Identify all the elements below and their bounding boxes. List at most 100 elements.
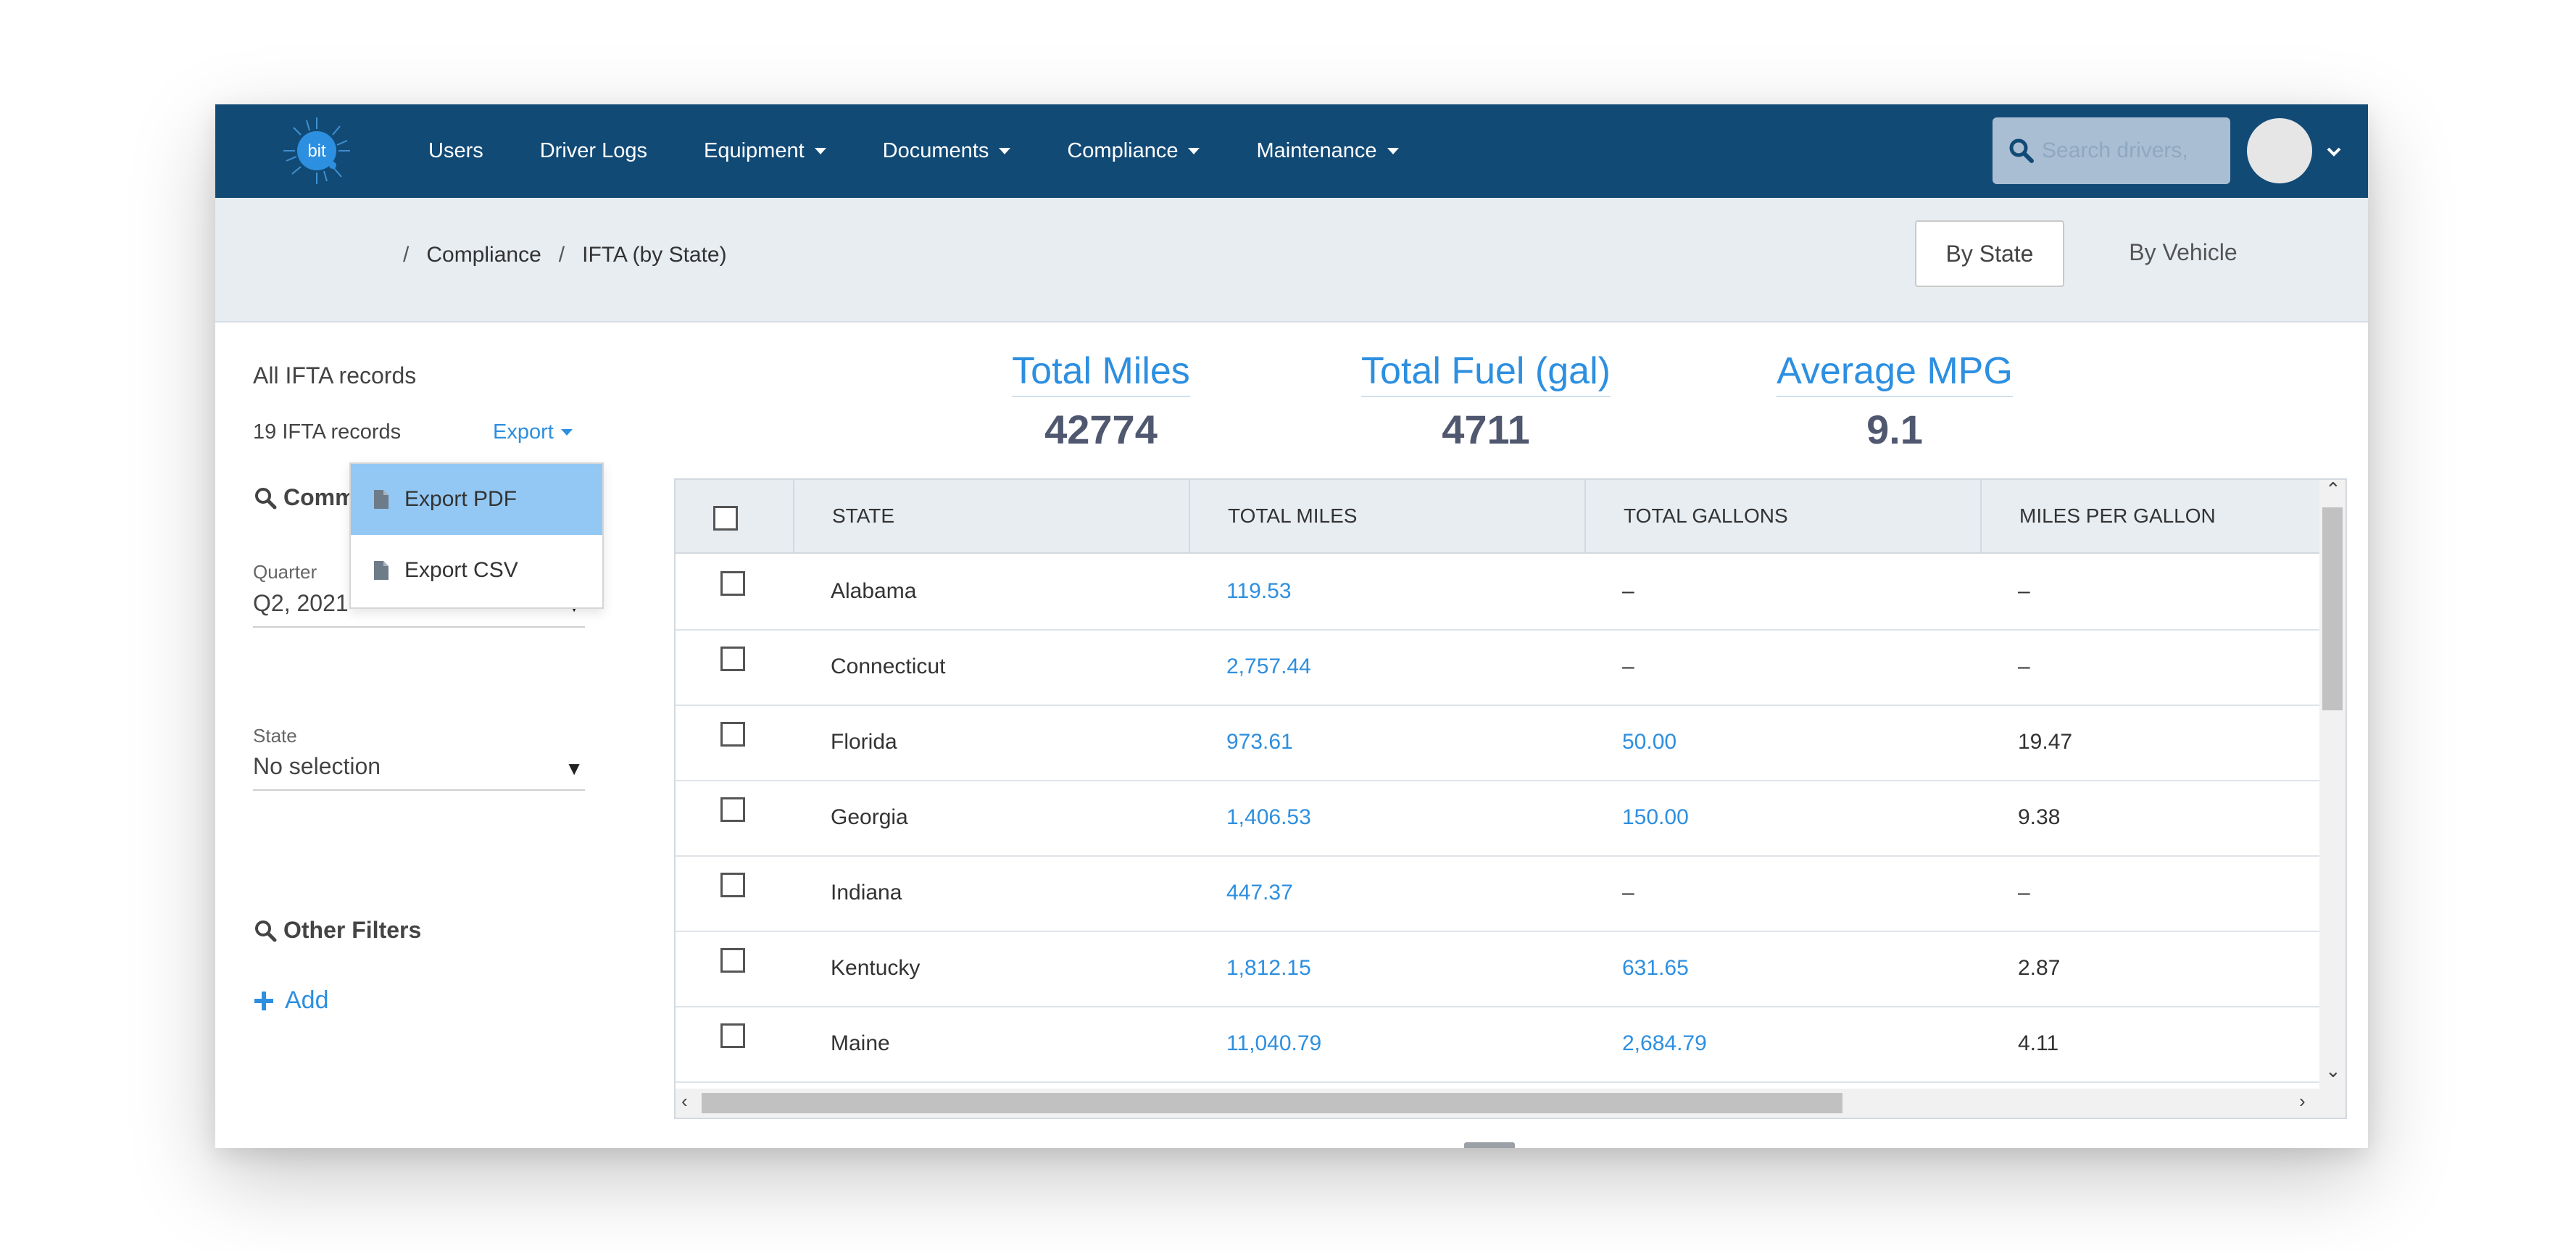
select-all-checkbox[interactable] (713, 506, 738, 531)
average-mpg-stat: Average MPG 9.1 (1771, 349, 2018, 453)
cell-state: Alabama (831, 579, 917, 603)
cell-total-miles[interactable]: 11,040.79 (1226, 1031, 1322, 1055)
resize-handle[interactable] (1464, 1142, 1515, 1148)
search-icon (2009, 138, 2034, 163)
nav-compliance[interactable]: Compliance (1067, 139, 1200, 163)
cell-total-miles[interactable]: 2,757.44 (1226, 654, 1311, 678)
nav-documents[interactable]: Documents (883, 139, 1011, 163)
search-icon (255, 487, 277, 509)
cell-total-gallons: – (1622, 579, 1634, 603)
col-header-mpg[interactable]: MILES PER GALLON (1980, 480, 2319, 552)
cell-total-gallons[interactable]: 2,684.79 (1622, 1031, 1707, 1055)
breadcrumb-compliance[interactable]: Compliance (426, 243, 541, 267)
row-checkbox[interactable] (720, 647, 745, 671)
other-filters-heading: Other Filters (253, 917, 421, 944)
total-miles-stat: Total Miles 42774 (1007, 349, 1195, 453)
cell-total-gallons[interactable]: 631.65 (1622, 956, 1689, 980)
cell-state: Connecticut (831, 654, 946, 678)
row-checkbox[interactable] (720, 948, 745, 973)
chevron-down-icon[interactable] (2326, 146, 2342, 158)
caret-down-icon (1188, 148, 1200, 154)
breadcrumb: / Compliance / IFTA (by State) (386, 243, 727, 267)
cell-total-gallons[interactable]: 150.00 (1622, 805, 1689, 829)
csv-file-icon (374, 561, 389, 580)
row-checkbox[interactable] (720, 722, 745, 747)
breadcrumb-bar: / Compliance / IFTA (by State) By State … (215, 198, 2368, 323)
cell-mpg: 2.87 (2018, 956, 2061, 980)
cell-total-miles[interactable]: 1,812.15 (1226, 956, 1311, 980)
row-checkbox[interactable] (720, 1023, 745, 1048)
cell-mpg: – (2018, 881, 2030, 905)
quarter-label: Quarter (253, 561, 317, 583)
caret-down-icon (999, 148, 1011, 154)
cell-mpg: 9.38 (2018, 805, 2061, 829)
nav-users[interactable]: Users (428, 139, 483, 162)
cell-total-miles[interactable]: 119.53 (1226, 579, 1292, 603)
caret-down-icon (1387, 148, 1399, 154)
search-input[interactable] (2040, 138, 2224, 164)
scroll-right-icon[interactable]: › (2299, 1090, 2306, 1112)
cell-state: Kentucky (831, 956, 921, 980)
table-row[interactable]: Indiana 447.37 – – (676, 855, 2319, 932)
vertical-scrollbar[interactable]: ⌃ ⌄ (2319, 480, 2346, 1089)
horizontal-scrollbar[interactable]: ‹ › (676, 1089, 2346, 1118)
state-select[interactable]: No selection ▼ (253, 753, 585, 791)
export-dropdown-toggle[interactable]: Export (493, 420, 573, 444)
records-title: All IFTA records (253, 362, 417, 388)
scroll-down-icon[interactable]: ⌄ (2325, 1060, 2341, 1081)
cell-total-miles[interactable]: 447.37 (1226, 881, 1293, 905)
cell-mpg: – (2018, 654, 2030, 678)
table-row[interactable]: Georgia 1,406.53 150.00 9.38 (676, 780, 2319, 857)
col-header-state[interactable]: STATE (793, 480, 1189, 552)
row-checkbox[interactable] (720, 873, 745, 897)
cell-state: Georgia (831, 805, 908, 829)
state-label: State (253, 725, 297, 747)
table-row[interactable]: Maine 11,040.79 2,684.79 4.11 (676, 1006, 2319, 1083)
cell-total-gallons[interactable]: 50.00 (1622, 730, 1677, 754)
cell-mpg: 4.11 (2018, 1031, 2059, 1055)
scroll-left-icon[interactable]: ‹ (681, 1090, 688, 1112)
cell-total-miles[interactable]: 973.61 (1226, 730, 1293, 754)
cell-total-gallons: – (1622, 881, 1634, 905)
row-checkbox[interactable] (720, 797, 745, 822)
by-vehicle-button[interactable]: By Vehicle (2129, 238, 2238, 265)
row-checkbox[interactable] (720, 571, 745, 596)
average-mpg-label: Average MPG (1777, 349, 2013, 397)
caret-down-icon (814, 148, 826, 154)
breadcrumb-current: IFTA (by State) (582, 243, 727, 267)
scroll-up-icon[interactable]: ⌃ (2325, 478, 2341, 500)
export-csv-item[interactable]: Export CSV (351, 535, 602, 606)
vertical-scroll-thumb[interactable] (2322, 507, 2343, 710)
cell-state: Indiana (831, 881, 902, 905)
bit-logo[interactable]: bit (281, 115, 353, 187)
table-row[interactable]: Alabama 119.53 – – (676, 554, 2319, 631)
total-fuel-stat: Total Fuel (gal) 4711 (1355, 349, 1616, 453)
total-miles-label: Total Miles (1012, 349, 1190, 397)
horizontal-scroll-thumb[interactable] (702, 1093, 1842, 1113)
ifta-table: STATE TOTAL MILES TOTAL GALLONS MILES PE… (674, 478, 2347, 1119)
total-fuel-value: 4711 (1442, 407, 1530, 452)
by-state-button[interactable]: By State (1915, 220, 2064, 287)
col-header-total-gallons[interactable]: TOTAL GALLONS (1584, 480, 1980, 552)
export-pdf-item[interactable]: Export PDF (351, 464, 602, 535)
caret-down-icon (560, 429, 573, 436)
plus-icon (254, 991, 273, 1010)
table-row[interactable]: Florida 973.61 50.00 19.47 (676, 705, 2319, 781)
total-fuel-label: Total Fuel (gal) (1361, 349, 1611, 397)
cell-total-miles[interactable]: 1,406.53 (1226, 805, 1311, 829)
common-filters-heading: Comm (253, 484, 356, 511)
search-box[interactable] (1993, 117, 2230, 184)
cell-mpg: – (2018, 579, 2030, 603)
nav-equipment[interactable]: Equipment (704, 139, 826, 163)
table-row[interactable]: Connecticut 2,757.44 – – (676, 629, 2319, 706)
table-row[interactable]: Kentucky 1,812.15 631.65 2.87 (676, 931, 2319, 1007)
col-header-total-miles[interactable]: TOTAL MILES (1189, 480, 1584, 552)
user-avatar[interactable] (2247, 118, 2312, 183)
nav-driver-logs[interactable]: Driver Logs (539, 139, 648, 162)
record-count: 19 IFTA records (253, 420, 402, 444)
nav-maintenance[interactable]: Maintenance (1256, 139, 1399, 163)
logo-text: bit (307, 141, 326, 161)
average-mpg-value: 9.1 (1866, 407, 1923, 452)
add-filter-button[interactable]: Add (253, 986, 329, 1015)
caret-down-icon: ▼ (565, 757, 583, 779)
